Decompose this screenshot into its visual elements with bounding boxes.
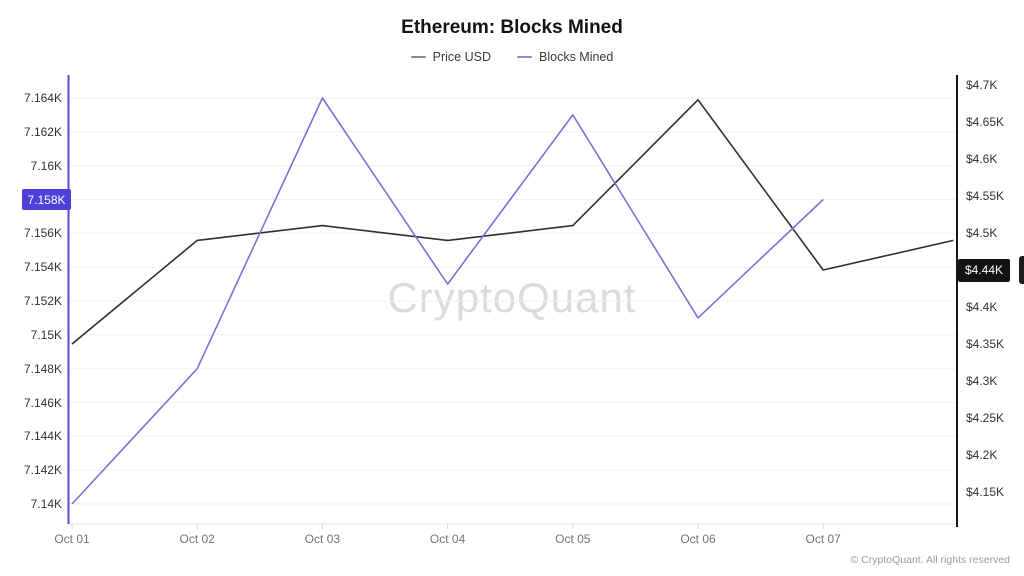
legend-line-icon: [410, 56, 426, 58]
x-axis-label: Oct 01: [54, 532, 90, 546]
x-axis-label: Oct 07: [805, 532, 841, 546]
right-axis-tick-label: $4.15K: [966, 485, 1005, 499]
x-axis-label: Oct 03: [304, 532, 341, 546]
left-axis-tick-label: 7.146K: [23, 395, 62, 410]
left-axis-tick-label: 7.154K: [23, 260, 62, 275]
legend-label-price-usd: Price USD: [432, 50, 491, 64]
right-axis-tick-label: $4.65K: [966, 115, 1005, 129]
left-axis-tick-label: 7.14K: [30, 497, 62, 511]
left-axis-tick-label: 7.142K: [23, 463, 62, 478]
right-axis-tick-label: $4.5K: [966, 226, 998, 240]
right-axis-tick-label: $4.3K: [966, 374, 998, 388]
left-axis-tick-label: 7.16K: [30, 158, 62, 173]
screen-edge-artifact: [1019, 256, 1024, 284]
legend-item-price-usd[interactable]: Price USD: [410, 50, 491, 64]
price-usd-line[interactable]: [71, 99, 954, 345]
left-axis-tick-label: 7.148K: [23, 361, 62, 376]
legend: Price USD Blocks Mined: [0, 50, 1024, 64]
blocks-mined-line[interactable]: [71, 97, 824, 505]
left-axis-tick-label: 7.164K: [23, 91, 62, 105]
left-axis-tick-label: 7.15K: [30, 327, 62, 342]
right-axis-tick-label: $4.7K: [966, 78, 998, 92]
x-axis-label: Oct 06: [680, 532, 716, 546]
blocks-mined-current-value-badge: 7.158K: [22, 189, 71, 210]
x-axis-label: Oct 04: [429, 532, 466, 546]
copyright-text: © CryptoQuant. All rights reserved: [850, 554, 1010, 566]
left-axis-tick-label: 7.144K: [23, 429, 62, 444]
right-axis-tick-label: $4.4K: [966, 300, 998, 314]
legend-line-icon: [517, 56, 532, 58]
right-axis-tick-label: $4.35K: [966, 337, 1005, 351]
left-axis-tick-label: 7.152K: [23, 294, 62, 308]
left-axis-tick-label: 7.162K: [23, 124, 62, 139]
chart-title: Ethereum: Blocks Mined: [401, 17, 623, 38]
legend-item-blocks-mined[interactable]: Blocks Mined: [517, 50, 613, 64]
price-current-value-badge: $4.44K: [958, 258, 1010, 282]
right-axis-tick-label: $4.6K: [966, 152, 998, 166]
right-axis-tick-label: $4.2K: [966, 448, 998, 462]
watermark: CryptoQuant: [387, 274, 637, 321]
right-axis-tick-label: $4.25K: [966, 411, 1005, 425]
x-axis-label: Oct 02: [179, 532, 215, 546]
x-axis-label: Oct 05: [555, 532, 591, 546]
right-axis-tick-label: $4.55K: [966, 189, 1005, 203]
left-axis-tick-label: 7.156K: [23, 226, 62, 241]
legend-label-blocks-mined: Blocks Mined: [539, 50, 614, 64]
